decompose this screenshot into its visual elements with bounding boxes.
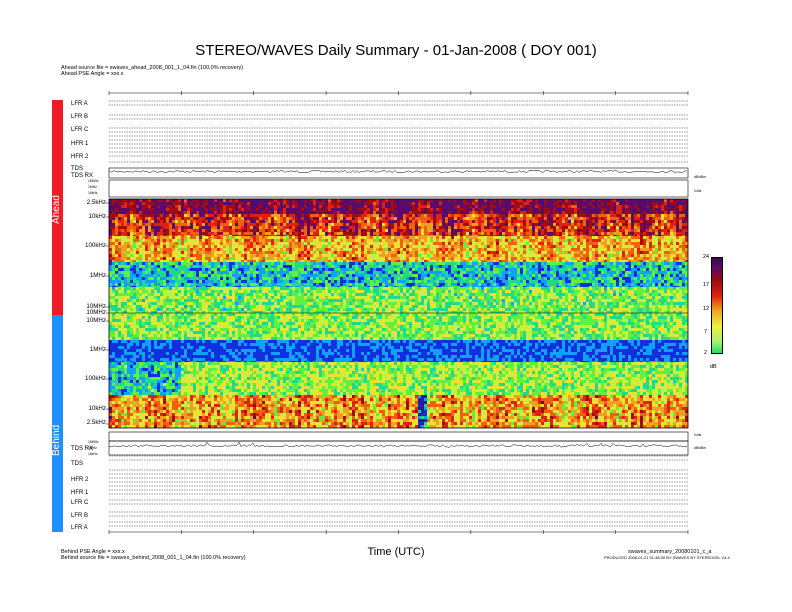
ahead-pse-text: Ahead PSE Angle = xxx.x	[61, 71, 124, 77]
behind-tick-1mhz: 1MHz	[89, 346, 106, 353]
mid-tick-10mhz-b: 10MHz	[86, 317, 106, 324]
behind-band-low	[109, 395, 688, 428]
behind-mini-16mhz: 16MHz	[88, 440, 99, 444]
behind-tick-10khz: 10kHz	[88, 405, 106, 412]
ahead-row-tdsrx: TDS RX	[71, 173, 94, 179]
behind-band-blue	[109, 340, 688, 362]
behind-row-lfra: LFR A	[71, 525, 88, 531]
ahead-mini-16khz: 16kHz	[88, 191, 98, 195]
colorbar-tick-7: 7	[703, 329, 707, 335]
behind-row-tdsrx: TDS RX	[71, 446, 94, 452]
ahead-tick-10mhz: 10MHz	[86, 303, 106, 310]
ahead-row-lfrc: LFR C	[71, 127, 89, 133]
ahead-tick-1mhz: 1MHz	[89, 272, 106, 279]
mid-band	[109, 313, 688, 340]
behind-row-hfr1: HFR 1	[71, 490, 89, 496]
mid-tick-10mhz-a: 10MHz	[86, 309, 106, 316]
ahead-tick-10khz: 10kHz	[88, 213, 106, 220]
product-name: swaves_summary_20080101_c_a	[628, 549, 712, 555]
produced-text: PRODUCED 2008-01-21 01:48:00 BY SWAVES B…	[604, 555, 730, 560]
spectrogram-frame	[108, 198, 689, 429]
ahead-tds-panel-trace	[108, 170, 687, 173]
behind-sidebar: Behind	[51, 315, 63, 532]
behind-mini-1mhz: 1MHz	[88, 446, 97, 450]
behind-tick-100khz: 100kHz	[85, 375, 106, 382]
ahead-lfr-mini	[108, 179, 689, 198]
behind-db-label: dB/dBm	[694, 446, 707, 450]
ahead-row-tds: TDS	[71, 166, 83, 172]
colorbar-unit: dB	[710, 364, 717, 370]
ahead-band-mid	[109, 236, 688, 262]
ahead-sidebar: Ahead	[51, 100, 63, 315]
behind-tds-panel-trace	[108, 441, 688, 448]
ahead-band-upper	[109, 214, 688, 236]
ahead-volts-label: Volts	[694, 189, 702, 193]
colorbar-tick-12: 12	[703, 306, 710, 312]
chart-title: STEREO/WAVES Daily Summary - 01-Jan-2008…	[195, 42, 597, 59]
colorbar-tick-17: 17	[703, 282, 710, 288]
ahead-band-lower	[109, 262, 688, 287]
ahead-band-bottom	[109, 287, 688, 313]
x-axis-label: Time (UTC)	[367, 546, 425, 558]
ahead-mini-16mhz: 16MHz	[88, 179, 99, 183]
ahead-db-label: dB/dBm	[694, 175, 707, 179]
ahead-row-hfr2: HFR 2	[71, 154, 89, 160]
ahead-row-hfr1: HFR 1	[71, 141, 89, 147]
colorbar-tick-2: 2	[703, 350, 707, 356]
ahead-row-lfrb: LFR B	[71, 114, 89, 120]
behind-band-mid	[109, 362, 688, 395]
ahead-mini-1mhz: 1MHz	[88, 185, 97, 189]
ahead-row-lfra: LFR A	[71, 101, 88, 107]
ahead-tick-2-5khz: 2.5kHz	[86, 199, 106, 206]
ahead-tds-panel-frame	[108, 167, 689, 179]
behind-tick-2-5khz: 2.5kHz	[86, 419, 106, 426]
behind-source-text: Behind source file = swaves_behind_2008_…	[61, 555, 246, 561]
behind-pse-text: Behind PSE Angle = xxx.x	[61, 549, 125, 555]
behind-mini-16khz: 16kHz	[88, 452, 98, 456]
ahead-tick-100khz: 100kHz	[85, 242, 106, 249]
behind-volts-panel	[108, 431, 689, 442]
ahead-band-top	[109, 199, 688, 214]
behind-row-lfrb: LFR B	[71, 513, 89, 519]
behind-volts-label: Volts	[694, 433, 702, 437]
ahead-source-text: Ahead source file = swaves_ahead_2008_00…	[61, 65, 244, 71]
behind-row-tds: TDS	[71, 461, 83, 467]
colorbar-tick-24: 24	[703, 254, 710, 260]
behind-row-lfrc: LFR C	[71, 500, 89, 506]
behind-tds-panel-frame	[108, 440, 689, 456]
colorbar	[711, 257, 723, 354]
behind-row-hfr2: HFR 2	[71, 477, 89, 483]
